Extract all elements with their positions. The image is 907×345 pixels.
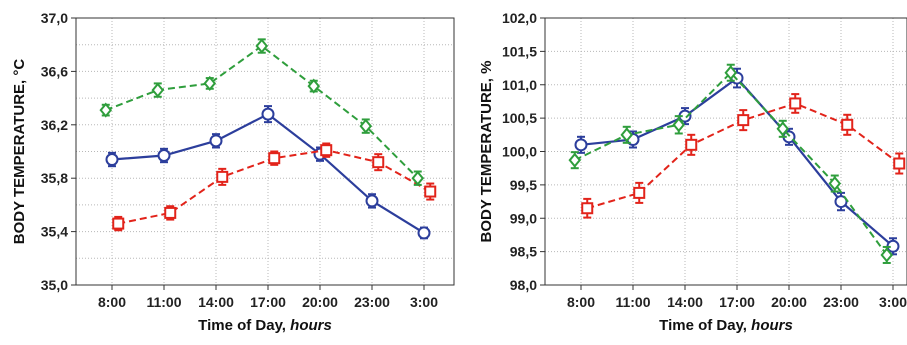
data-point: [105, 153, 119, 167]
data-point: [261, 107, 275, 121]
data-point: [268, 152, 281, 165]
data-point: [893, 157, 906, 170]
data-point: [776, 121, 790, 137]
x-tick-label: 3:00: [879, 294, 907, 310]
data-point: [633, 186, 646, 199]
grid: [545, 17, 907, 286]
y-tick-label: 99,0: [510, 210, 537, 226]
series-square: [112, 142, 437, 232]
data-point: [568, 152, 582, 168]
x-tick-label: 20:00: [302, 294, 338, 310]
y-tick-label: 99,5: [510, 177, 537, 193]
x-axis-title: Time of Day, hours: [198, 317, 332, 334]
x-tick-label: 17:00: [250, 294, 286, 310]
y-tick-label: 102,0: [502, 10, 537, 26]
y-tick-label: 98,5: [510, 244, 537, 260]
chart-left: 35,0 35,4 35,8 36,2 36,6 37,0 8:00 11:00 14:00 17…: [11, 10, 455, 334]
data-point: [112, 217, 125, 230]
data-point: [417, 226, 431, 240]
y-tick-label: 101,0: [502, 77, 537, 93]
data-point: [581, 202, 594, 215]
grid: [76, 17, 454, 286]
data-point: [164, 206, 177, 219]
x-tick-label: 23:00: [354, 294, 390, 310]
series-square: [581, 93, 906, 219]
y-tick-label: 36,2: [41, 117, 68, 133]
data-point: [789, 97, 802, 110]
data-point: [151, 82, 165, 98]
y-tick-label: 35,0: [41, 277, 68, 293]
data-point: [685, 138, 698, 151]
data-point: [841, 118, 854, 131]
x-tick-label: 8:00: [567, 294, 595, 310]
data-point: [828, 175, 842, 192]
y-axis-title: BODY TEMPERATURE, °C: [11, 59, 28, 245]
x-tick-label: 14:00: [667, 294, 703, 310]
data-point: [424, 185, 437, 198]
series-line: [111, 112, 425, 234]
data-point: [255, 38, 269, 54]
data-point: [880, 247, 894, 263]
x-tick-label: 20:00: [771, 294, 807, 310]
series-line: [105, 44, 419, 179]
series-line: [574, 71, 888, 256]
data-point: [157, 149, 171, 163]
x-axis-title: Time of Day, hours: [659, 317, 793, 334]
data-point: [365, 194, 379, 208]
data-point: [574, 138, 588, 152]
y-tick-label: 98,0: [510, 277, 537, 293]
data-point: [99, 102, 113, 118]
y-tick-label: 36,6: [41, 63, 68, 79]
data-point: [320, 144, 333, 157]
x-tick-label: 14:00: [198, 294, 234, 310]
y-tick-label: 100,0: [502, 144, 537, 160]
data-point: [411, 170, 425, 186]
y-tick-label: 100,5: [502, 110, 537, 126]
x-tick-label: 8:00: [98, 294, 126, 310]
data-point: [737, 114, 750, 127]
data-point: [672, 117, 686, 133]
y-tick-label: 101,5: [502, 43, 537, 59]
series-diamond: [99, 38, 425, 186]
data-point: [620, 127, 634, 143]
data-point: [834, 195, 848, 209]
data-point: [203, 75, 217, 91]
data-point: [307, 78, 321, 94]
x-tick-label: 23:00: [823, 294, 859, 310]
data-point: [209, 134, 223, 148]
data-point: [724, 65, 738, 81]
chart-right: 98,0 98,5 99,0 99,5 100,0 100,5 101,0 101,5 102,…: [478, 10, 907, 334]
y-tick-label: 35,8: [41, 170, 68, 186]
y-tick-label: 37,0: [41, 10, 68, 26]
y-tick-label: 35,4: [41, 224, 68, 240]
x-tick-label: 11:00: [615, 294, 650, 310]
x-tick-label: 17:00: [719, 294, 755, 310]
series-diamond: [568, 63, 894, 264]
data-point: [359, 118, 373, 134]
series-circle: [105, 105, 431, 240]
plot-frame: [75, 17, 455, 286]
x-tick-label: 11:00: [146, 294, 181, 310]
y-axis-title: BODY TEMPERATURE, %: [478, 61, 495, 243]
data-point: [216, 170, 229, 183]
data-point: [372, 156, 385, 169]
x-tick-label: 3:00: [410, 294, 438, 310]
